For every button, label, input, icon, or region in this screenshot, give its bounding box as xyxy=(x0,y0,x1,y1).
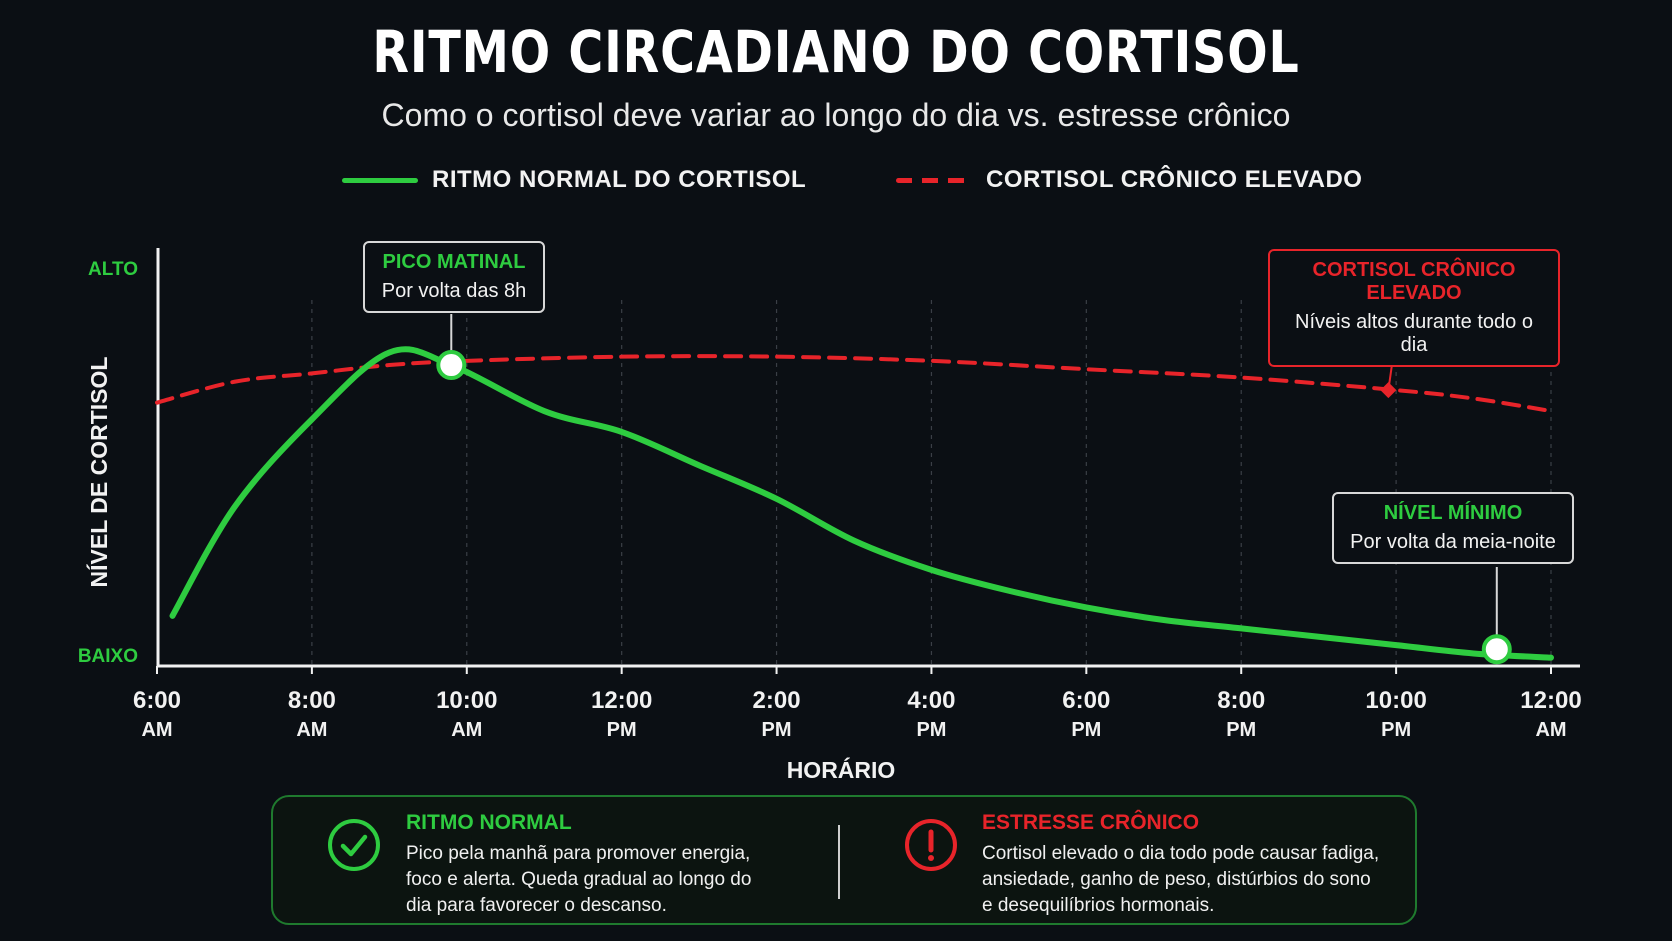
callout-chronic: CORTISOL CRÔNICO ELEVADO Níveis altos du… xyxy=(1268,249,1560,367)
callout-minimum-text: Por volta da meia-noite xyxy=(1350,531,1556,553)
callout-minimum: NÍVEL MÍNIMO Por volta da meia-noite xyxy=(1332,492,1574,564)
y-tick-high: ALTO xyxy=(88,259,138,280)
x-tick-label: 12:00 xyxy=(1520,687,1581,714)
info-normal: RITMO NORMAL Pico pela manhã para promov… xyxy=(406,811,751,919)
info-chronic-line-3: e desequilíbrios hormonais. xyxy=(982,895,1215,916)
legend-label-normal: RITMO NORMAL DO CORTISOL xyxy=(432,166,807,193)
info-normal-title: RITMO NORMAL xyxy=(406,811,572,834)
chart-title: RITMO CIRCADIANO DO CORTISOL xyxy=(372,18,1300,86)
marker-chronic xyxy=(1380,382,1397,399)
check-circle-icon xyxy=(328,819,380,871)
info-normal-line-1: Pico pela manhã para promover energia, xyxy=(406,843,751,864)
info-chronic-title: ESTRESSE CRÔNICO xyxy=(982,811,1200,834)
info-panel: RITMO NORMAL Pico pela manhã para promov… xyxy=(271,795,1417,925)
x-tick-label: 12:00 xyxy=(591,687,652,714)
callout-chronic-title: CORTISOL CRÔNICO ELEVADO xyxy=(1312,259,1516,304)
callout-peak-title: PICO MATINAL xyxy=(382,251,526,273)
x-tick-label: 4:00 xyxy=(907,687,955,714)
exclamation-circle-icon xyxy=(905,819,957,871)
chart-subtitle: Como o cortisol deve variar ao longo do … xyxy=(381,97,1291,133)
callout-peak-text: Por volta das 8h xyxy=(381,280,527,302)
x-tick-label: 6:00 xyxy=(133,687,181,714)
x-tick-ampm: PM xyxy=(916,719,946,741)
series-line-normal xyxy=(169,346,1554,661)
info-chronic-line-2: ansiedade, ganho de peso, distúrbios do … xyxy=(982,869,1371,890)
callout-peak: PICO MATINAL Por volta das 8h xyxy=(363,241,545,313)
info-chronic: ESTRESSE CRÔNICO Cortisol elevado o dia … xyxy=(982,811,1379,919)
info-normal-line-2: foco e alerta. Queda gradual ao longo do xyxy=(406,869,752,890)
legend-label-chronic: CORTISOL CRÔNICO ELEVADO xyxy=(986,166,1363,193)
x-tick-label: 2:00 xyxy=(753,687,801,714)
info-divider xyxy=(838,825,840,899)
callout-minimum-title: NÍVEL MÍNIMO xyxy=(1383,502,1523,524)
legend-item-chronic: CORTISOL CRÔNICO ELEVADO xyxy=(896,166,1362,194)
x-tick-label: 10:00 xyxy=(436,687,497,714)
legend: RITMO NORMAL DO CORTISOL CORTISOL CRÔNIC… xyxy=(0,166,1672,202)
marker-minimum xyxy=(1481,634,1512,665)
x-tick-label: 8:00 xyxy=(1217,687,1265,714)
legend-swatch-normal xyxy=(342,177,418,183)
x-tick-ampm: PM xyxy=(762,719,792,741)
callout-chronic-text: Níveis altos durante todo o dia xyxy=(1295,311,1533,356)
info-chronic-line-1: Cortisol elevado o dia todo pode causar … xyxy=(982,843,1380,864)
x-tick-ampm: AM xyxy=(296,719,327,741)
x-axis-label: HORÁRIO xyxy=(787,756,896,783)
x-tick-ampm: PM xyxy=(1226,719,1256,741)
series-markers xyxy=(436,350,1512,665)
info-normal-line-3: dia para favorecer o descanso. xyxy=(406,895,667,916)
x-tick-label: 8:00 xyxy=(288,687,336,714)
x-tick-label: 10:00 xyxy=(1365,687,1426,714)
legend-item-normal: RITMO NORMAL DO CORTISOL xyxy=(342,166,806,194)
marker-peak xyxy=(436,350,467,381)
x-tick-ampm: AM xyxy=(1535,719,1566,741)
x-tick-label: 6:00 xyxy=(1062,687,1110,714)
x-tick-ampm: PM xyxy=(1381,719,1411,741)
x-tick-ampm: AM xyxy=(451,719,482,741)
x-tick-labels: 6:00 AM 8:00 AM 10:00 AM 12:00 PM 2:00 PM 4:00 PM 6:… xyxy=(133,666,1582,741)
legend-swatch-chronic xyxy=(896,177,972,183)
y-tick-low: BAIXO xyxy=(78,646,138,667)
series-lines xyxy=(155,346,1554,661)
grid-lines xyxy=(311,300,1552,666)
series-line-chronic xyxy=(155,354,1553,414)
x-tick-ampm: AM xyxy=(141,719,172,741)
x-tick-ampm: PM xyxy=(1071,719,1101,741)
x-tick-ampm: PM xyxy=(607,719,637,741)
y-axis-label: NÍVEL DE CORTISOL xyxy=(85,357,112,588)
